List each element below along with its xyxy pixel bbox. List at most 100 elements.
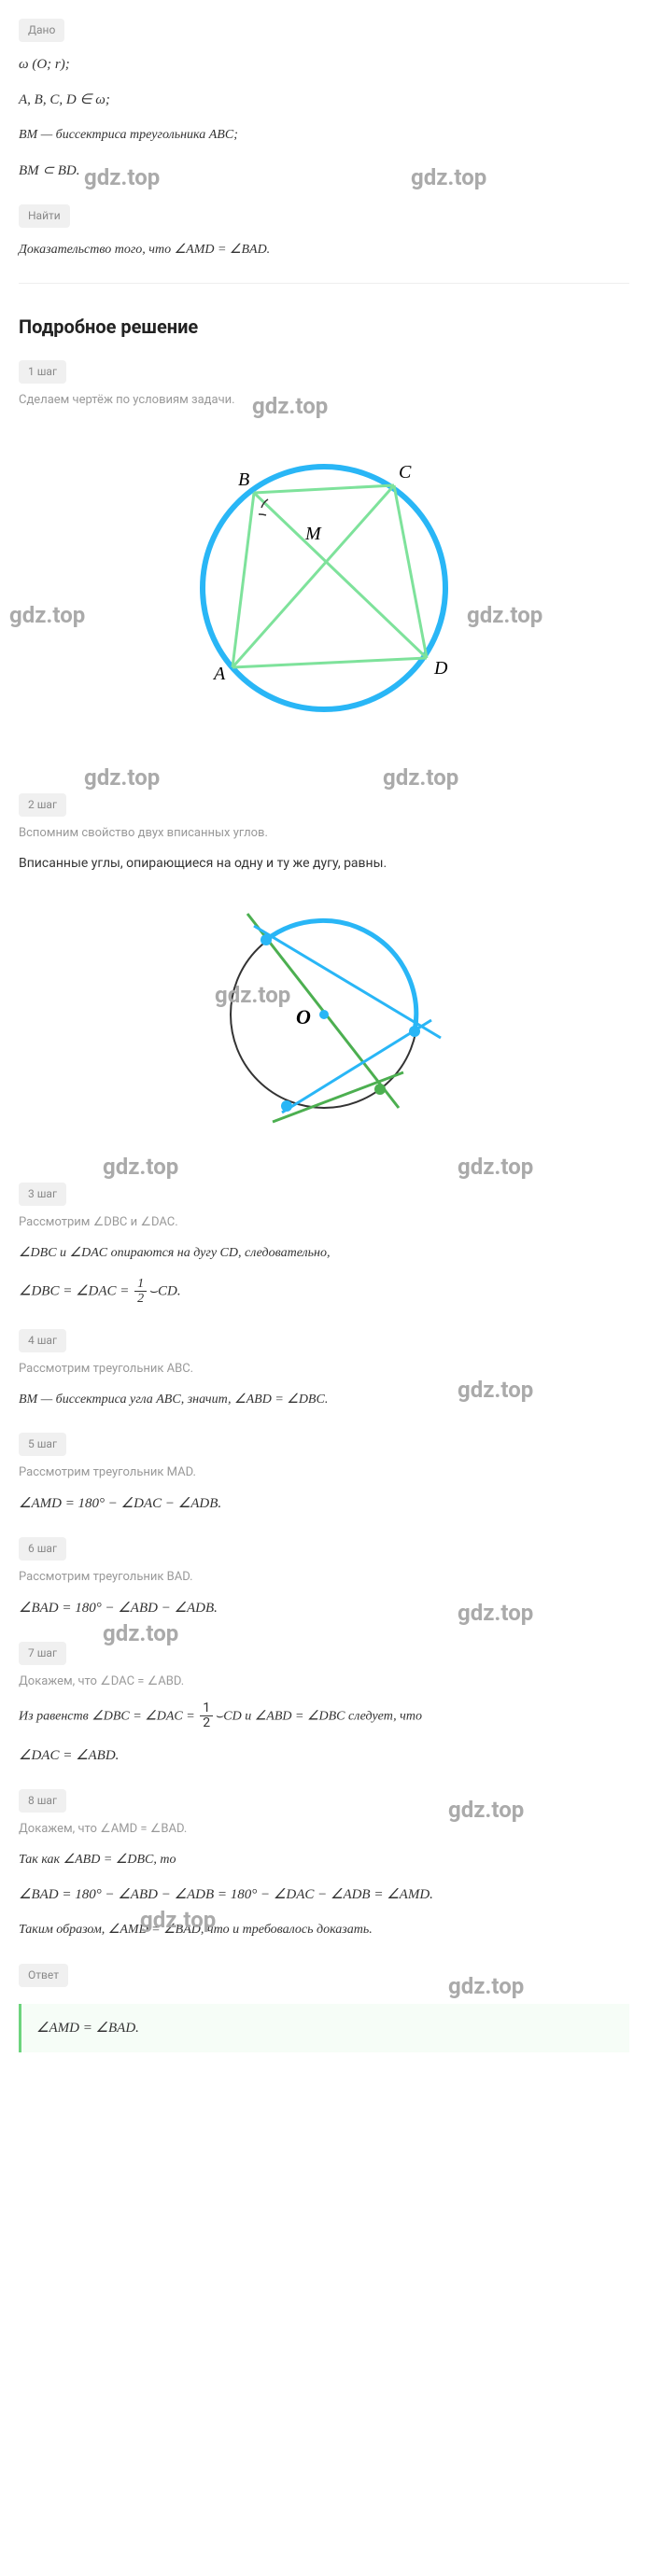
- step-4: 4 шаг Рассмотрим треугольник ABC. BM — б…: [19, 1329, 629, 1410]
- answer-badge: Ответ: [19, 1964, 68, 1987]
- step-5-gray-text: Рассмотрим треугольник MAD.: [19, 1465, 196, 1479]
- watermark: gdz.top: [103, 1149, 178, 1184]
- answer-box: ∠AMD = ∠BAD.: [19, 2004, 629, 2052]
- step-8: 8 шаг gdz.top Докажем, что ∠AMD = ∠BAD. …: [19, 1789, 629, 1941]
- circle: [203, 467, 445, 709]
- step-8-gray: Докажем, что ∠AMD = ∠BAD.: [19, 1820, 629, 1840]
- step-3-gray: Рассмотрим ∠DBC и ∠DAC.: [19, 1213, 629, 1233]
- step-3-line-2-suffix: ⌣CD.: [148, 1283, 180, 1298]
- step-7-line-1: Из равенств ∠DBC = ∠DAC = 12⌣CD и ∠ABD =…: [19, 1701, 629, 1731]
- diagram-1: A B C D M: [156, 429, 492, 747]
- edge-ac: [232, 485, 394, 667]
- green-line-2: [273, 1072, 403, 1122]
- solution-header: Подробное решение: [19, 312, 629, 342]
- edge-bc: [254, 485, 394, 493]
- step-7-gray: Докажем, что ∠DAC = ∠ABD.: [19, 1673, 629, 1692]
- step-7: 7 шаг Докажем, что ∠DAC = ∠ABD. Из равен…: [19, 1642, 629, 1767]
- step-3-line-2-prefix: ∠DBC = ∠DAC =: [19, 1283, 133, 1298]
- step-8-gray-text: Докажем, что ∠AMD = ∠BAD.: [19, 1822, 187, 1836]
- step-6-gray: Рассмотрим треугольник BAD.: [19, 1568, 629, 1588]
- given-line-2: A, B, C, D ∈ ω;: [19, 89, 629, 111]
- diagram-2: O: [193, 893, 455, 1136]
- fraction: 12: [134, 1277, 147, 1307]
- step-5-gray: Рассмотрим треугольник MAD.: [19, 1463, 629, 1483]
- blue-line-2: [282, 1020, 431, 1113]
- pt-2: [281, 1100, 292, 1112]
- frac-den: 2: [134, 1292, 147, 1306]
- watermark: gdz.top: [458, 1595, 533, 1631]
- step-3-gray-text: Рассмотрим ∠DBC и ∠DAC.: [19, 1215, 178, 1229]
- step-8-line-1-text: Так как ∠ABD = ∠DBC, то: [19, 1853, 176, 1867]
- step-7-line-2: ∠DAC = ∠ABD.: [19, 1744, 629, 1767]
- step-4-gray-text: Рассмотрим треугольник ABC.: [19, 1362, 193, 1376]
- step-6-gray-text: Рассмотрим треугольник BAD.: [19, 1570, 193, 1584]
- center-dot: [319, 1010, 329, 1019]
- step-3-badge: 3 шаг: [19, 1183, 66, 1206]
- pt-4: [374, 1084, 386, 1095]
- step-7-line-1-suffix: ⌣CD и ∠ABD = ∠DBC следует, что: [215, 1710, 422, 1724]
- given-badge: Дано: [19, 19, 64, 42]
- label-c: C: [399, 462, 412, 483]
- watermark: gdz.top: [84, 760, 160, 795]
- step-7-badge: 7 шаг: [19, 1642, 66, 1665]
- watermark: gdz.top: [215, 977, 290, 1013]
- watermark: gdz.top: [411, 160, 486, 195]
- given-line-1: ω (O; r);: [19, 53, 629, 76]
- step-5-badge: 5 шаг: [19, 1433, 66, 1456]
- step-2-bold: Вписанные углы, опирающиеся на одну и ту…: [19, 853, 629, 874]
- step-7-line-1-prefix: Из равенств ∠DBC = ∠DAC =: [19, 1710, 198, 1724]
- frac-num: 1: [200, 1701, 213, 1716]
- watermark: gdz.top: [252, 388, 328, 424]
- find-section: Найти Доказательство того, что ∠AMD = ∠B…: [19, 204, 629, 261]
- step-8-badge: 8 шаг: [19, 1789, 66, 1813]
- watermark: gdz.top: [140, 1902, 216, 1938]
- frac-num: 1: [134, 1277, 147, 1292]
- watermark: gdz.top: [448, 1792, 524, 1827]
- watermark: gdz.top: [448, 1968, 524, 2004]
- edge-ab: [232, 493, 254, 667]
- watermark: gdz.top: [84, 160, 160, 195]
- divider: [19, 283, 629, 284]
- step-8-line-3: Таким образом, ∠AMD = ∠BAD, что и требов…: [19, 1919, 629, 1940]
- frac-den: 2: [200, 1716, 213, 1730]
- step-3-line-1-text: ∠DBC и ∠DAC опираются на дугу CD, следов…: [19, 1246, 330, 1260]
- step-6-badge: 6 шаг: [19, 1537, 66, 1561]
- step-2-gray: Вспомним свойство двух вписанных углов.: [19, 824, 629, 844]
- label-o: O: [296, 1005, 311, 1029]
- given-line-3: BM — биссектриса треугольника ABC;: [19, 124, 629, 146]
- label-a: A: [212, 664, 226, 684]
- find-text: Доказательство того, что ∠AMD = ∠BAD.: [19, 239, 629, 260]
- pt-1: [261, 934, 272, 945]
- watermark: gdz.top: [9, 597, 85, 633]
- find-badge: Найти: [19, 204, 70, 228]
- step-2: gdz.top gdz.top 2 шаг Вспомним свойство …: [19, 769, 629, 1135]
- step-4-gray: Рассмотрим треугольник ABC.: [19, 1360, 629, 1379]
- step-6: 6 шаг Рассмотрим треугольник BAD. ∠BAD =…: [19, 1537, 629, 1619]
- step-2-badge: 2 шаг: [19, 793, 66, 817]
- step-3-line-2: ∠DBC = ∠DAC = 12⌣CD.: [19, 1277, 629, 1307]
- step-8-line-2: ∠BAD = 180° − ∠ABD − ∠ADB = 180° − ∠DAC …: [19, 1883, 629, 1906]
- label-m: M: [304, 524, 322, 544]
- watermark: gdz.top: [458, 1149, 533, 1184]
- given-section: Дано ω (O; r); A, B, C, D ∈ ω; BM — бисс…: [19, 19, 629, 182]
- step-8-line-1: Так как ∠ABD = ∠DBC, то: [19, 1849, 629, 1870]
- edge-ad: [232, 658, 427, 667]
- given-line-3-text: BM — биссектриса треугольника ABC;: [19, 128, 238, 142]
- angle-arc-b2: [259, 514, 266, 515]
- step-5-line-1: ∠AMD = 180° − ∠DAC − ∠ADB.: [19, 1492, 629, 1515]
- step-7-gray-text: Докажем, что ∠DAC = ∠ABD.: [19, 1674, 184, 1688]
- step-3: gdz.top gdz.top 3 шаг Рассмотрим ∠DBC и …: [19, 1158, 629, 1307]
- fraction: 12: [200, 1701, 213, 1731]
- step-4-line-1: BM — биссектриса угла ABC, значит, ∠ABD …: [19, 1389, 629, 1410]
- label-b: B: [238, 469, 249, 490]
- step-1: 1 шаг Сделаем чертёж по условиям задачи.…: [19, 360, 629, 747]
- watermark: gdz.top: [467, 597, 542, 633]
- step-3-line-1: ∠DBC и ∠DAC опираются на дугу CD, следов…: [19, 1242, 629, 1264]
- watermark: gdz.top: [383, 760, 458, 795]
- answer-section: Ответ gdz.top ∠AMD = ∠BAD.: [19, 1964, 629, 2052]
- step-5: 5 шаг Рассмотрим треугольник MAD. ∠AMD =…: [19, 1433, 629, 1515]
- step-4-line-1-text: BM — биссектриса угла ABC, значит, ∠ABD …: [19, 1393, 328, 1407]
- watermark: gdz.top: [458, 1372, 533, 1407]
- step-4-badge: 4 шаг: [19, 1329, 66, 1352]
- step-1-badge: 1 шаг: [19, 360, 66, 384]
